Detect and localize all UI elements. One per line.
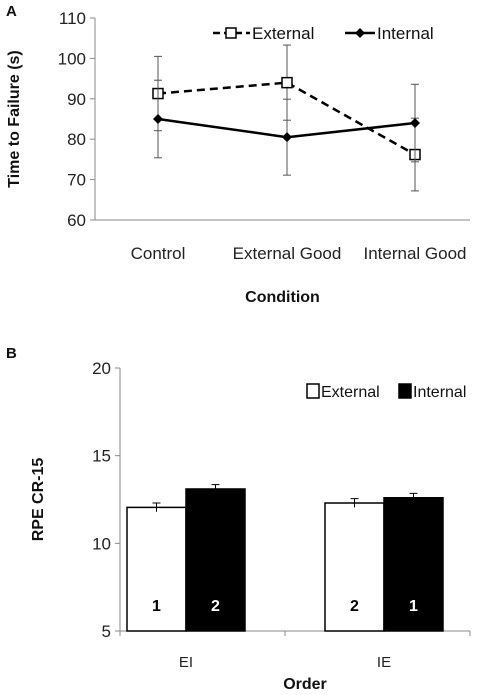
y-tick-label: 90 [67, 90, 86, 109]
bar-order-label: 2 [350, 598, 359, 615]
y-tick-label: 20 [92, 359, 111, 378]
x-axis-title: Condition [245, 289, 320, 306]
y-tick-label: 5 [102, 622, 111, 641]
y-axis-title: RPE CR-15 [30, 458, 47, 542]
legend: External Internal [213, 24, 434, 43]
x-tick-label: EI [179, 654, 193, 671]
series-line-external [157, 81, 416, 156]
y-tick-label: 110 [59, 9, 86, 28]
bar-order-label: 2 [211, 598, 220, 615]
x-tick-label: IE [377, 654, 391, 671]
y-tick-label: 60 [67, 211, 86, 230]
legend: External Internal [306, 383, 466, 401]
bar-order-label: 1 [152, 598, 161, 615]
legend-marker-internal [355, 28, 365, 38]
data-point-external [281, 76, 293, 89]
panel-a: A 60 70 80 90 100 110 Control External Good Inter… [6, 3, 470, 306]
legend-marker-external [225, 27, 237, 39]
y-tick-label: 10 [92, 534, 111, 553]
x-tick-label: External Good [233, 244, 342, 263]
legend-label: External [321, 384, 380, 401]
data-point-internal [410, 118, 420, 129]
panel-label: A [6, 3, 17, 20]
y-axis-title: Time to Failure (s) [6, 50, 23, 188]
y-tick-label: 15 [92, 447, 111, 466]
y-tick-label: 80 [67, 130, 86, 149]
panel-label: B [6, 345, 17, 362]
bar-internal [185, 488, 246, 632]
panel-b: B 5 10 15 20 EI IE RPE CR-15 Order 1 2 2 1 External In… [6, 345, 471, 693]
x-axis-title: Order [283, 676, 327, 693]
legend-label: Internal [377, 24, 434, 43]
y-tick-label: 100 [58, 49, 86, 68]
bar-order-label: 1 [409, 598, 418, 615]
legend-swatch-external [306, 383, 320, 399]
data-point-internal [282, 132, 292, 143]
x-tick-label: Internal Good [363, 244, 466, 263]
x-tick-label: Control [131, 244, 186, 263]
legend-swatch-internal [398, 383, 412, 399]
y-tick-label: 70 [67, 171, 86, 190]
legend-label: External [252, 24, 314, 43]
data-point-internal [153, 114, 163, 124]
legend-label: Internal [413, 384, 466, 401]
